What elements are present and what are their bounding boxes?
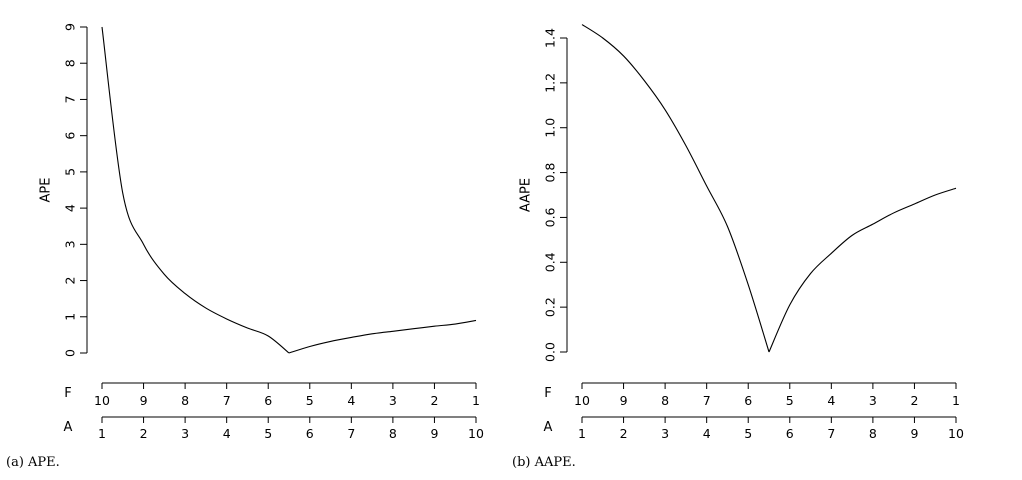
chart1-y-tick-label: 6 [63,132,78,140]
chart2-a-tick-label: 7 [827,426,835,441]
chart1-a-tick-label: 1 [98,426,106,441]
chart2-a-tick-label: 9 [910,426,918,441]
chart1-a-tick-label: 4 [223,426,231,441]
chart1-y-tick-label: 0 [63,349,78,357]
chart1-a-tick-label: 9 [430,426,438,441]
chart2-y-tick-label: 1.2 [543,73,558,93]
chart1-f-axis-label: F [64,386,71,401]
chart2-f-tick-label: 10 [574,393,590,408]
chart2-y-tick-label: 0.2 [543,297,558,317]
chart2-f-tick-label: 4 [827,393,835,408]
chart2-f-tick-label: 2 [910,393,918,408]
chart2-y-tick-label: 1.0 [543,118,558,138]
chart1-f-tick-label: 10 [94,393,110,408]
chart1-a-tick-label: 2 [140,426,148,441]
chart1-y-axis-label: APE [39,178,54,203]
caption-ape: (a) APE. [6,455,60,470]
chart2-a-tick-label: 8 [869,426,877,441]
chart1-y-tick-label: 9 [63,23,78,31]
chart2-y-axis-label: AAPE [519,178,534,212]
chart1-f-tick-label: 9 [140,393,148,408]
chart2-f-tick-label: 6 [744,393,752,408]
chart1-a-tick-label: 3 [181,426,189,441]
chart1-y-tick-label: 2 [63,277,78,285]
chart1-a-tick-label: 10 [468,426,484,441]
chart2-a-tick-label: 6 [786,426,794,441]
chart2-y-tick-label: 0.6 [543,207,558,227]
chart1-a-axis-label: A [64,420,73,435]
chart1-a-tick-label: 5 [264,426,272,441]
chart2-f-tick-label: 3 [869,393,877,408]
chart1-f-tick-label: 5 [306,393,314,408]
chart2-f-tick-label: 1 [952,393,960,408]
chart1-y-tick-label: 7 [63,95,78,103]
chart2-a-tick-label: 5 [744,426,752,441]
chart1-f-tick-label: 1 [472,393,480,408]
chart1-y-tick-label: 8 [63,59,78,67]
chart1-f-tick-label: 4 [347,393,355,408]
chart2-a-tick-label: 1 [578,426,586,441]
chart2-a-axis-label: A [544,420,553,435]
chart2-a-tick-label: 4 [703,426,711,441]
chart2-f-axis-label: F [544,386,551,401]
chart1-f-tick-label: 7 [223,393,231,408]
chart1-y-tick-label: 5 [63,168,78,176]
chart1-f-tick-label: 3 [389,393,397,408]
chart2-a-tick-label: 10 [948,426,964,441]
chart2-y-tick-label: 0.0 [543,342,558,362]
chart2-a-tick-label: 2 [620,426,628,441]
chart1-y-tick-label: 1 [63,313,78,321]
chart1-y-tick-label: 3 [63,240,78,248]
chart1-series-line [101,26,477,354]
chart2-f-tick-label: 5 [786,393,794,408]
chart1-a-tick-label: 7 [347,426,355,441]
chart2-series-line [581,24,957,353]
chart1-a-tick-label: 8 [389,426,397,441]
chart2-f-tick-label: 8 [661,393,669,408]
chart2-y-tick-label: 1.4 [543,28,558,48]
chart2-y-tick-label: 0.4 [543,252,558,272]
chart1-f-tick-label: 2 [430,393,438,408]
chart1-f-tick-label: 8 [181,393,189,408]
chart2-a-tick-label: 3 [661,426,669,441]
caption-aape: (b) AAPE. [512,455,576,470]
chart1-y-tick-label: 4 [63,204,78,212]
chart2-f-tick-label: 9 [620,393,628,408]
chart1-f-tick-label: 6 [264,393,272,408]
chart1-a-tick-label: 6 [306,426,314,441]
chart2-f-tick-label: 7 [703,393,711,408]
chart2-y-tick-label: 0.8 [543,163,558,183]
